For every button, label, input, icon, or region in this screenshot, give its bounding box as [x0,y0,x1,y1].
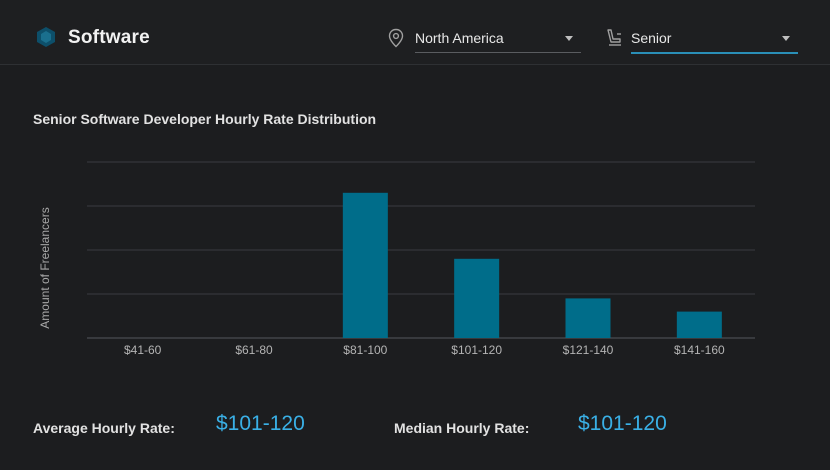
seat-icon [607,29,621,46]
region-select-value: North America [415,30,504,46]
x-tick-label: $81-100 [343,343,387,357]
x-tick-label: $141-160 [674,343,725,357]
chevron-down-icon [782,36,790,41]
median-rate-label: Median Hourly Rate: [394,420,530,436]
level-select[interactable]: Senior [631,26,798,54]
average-rate-value: $101-120 [216,412,305,435]
bar-3[interactable] [454,258,500,338]
bar-2[interactable] [342,192,388,338]
x-tick-label: $41-60 [124,343,162,357]
chevron-down-icon [565,36,573,41]
x-tick-label: $121-140 [563,343,614,357]
average-rate-label: Average Hourly Rate: [33,420,175,436]
median-rate-value: $101-120 [578,412,667,435]
region-select[interactable]: North America [415,26,581,53]
level-select-value: Senior [631,30,672,46]
x-tick-label: $101-120 [451,343,502,357]
bar-5[interactable] [676,311,722,338]
x-tick-label: $61-80 [235,343,273,357]
app-title: Software [68,27,150,48]
logo-icon [37,27,55,47]
chart-title: Senior Software Developer Hourly Rate Di… [33,111,377,127]
app-header: Software North America Senior [0,0,830,65]
map-pin-icon [388,28,404,48]
hourly-rate-chart: $41-60 $61-80 $81-100 $101-120 $121-140 $141-… [87,161,755,357]
bar-4[interactable] [565,298,611,338]
